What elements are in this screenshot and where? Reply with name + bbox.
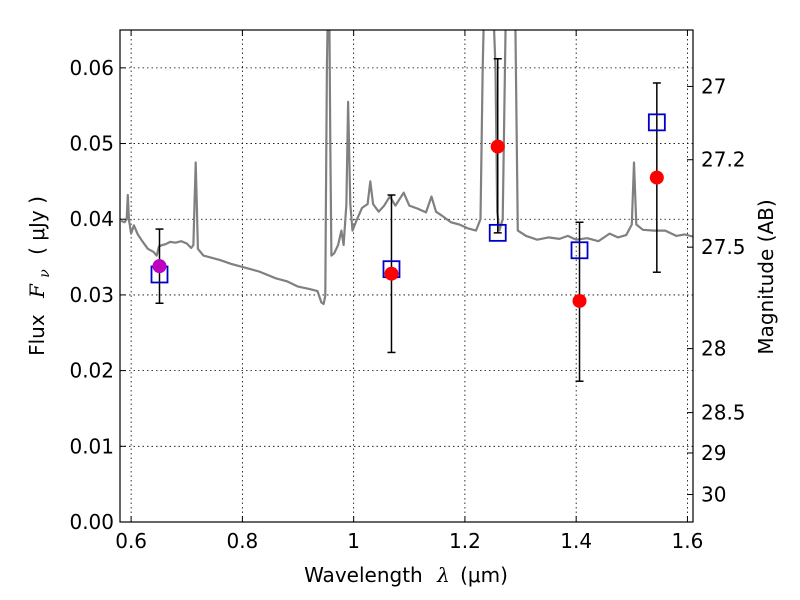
y-tick-label: 0.04 — [69, 207, 114, 231]
spectrum-line — [120, 30, 693, 306]
plot-frame — [119, 29, 694, 523]
y2-tick-label: 28.5 — [701, 401, 746, 425]
y-axis-title-prefix: Flux — [25, 314, 49, 356]
x-tick-label: 1 — [347, 529, 360, 553]
x-tick-label: 0.6 — [115, 529, 147, 553]
y2-tick-label: 27 — [701, 74, 726, 98]
x-tick-label: 1.6 — [672, 529, 704, 553]
x-axis-title-prefix: Wavelength — [304, 563, 423, 587]
x-tick-label: 1.2 — [449, 529, 481, 553]
y2-tick-label: 27.5 — [701, 235, 746, 259]
y2-tick-label: 30 — [701, 483, 726, 507]
observed-point-marker — [490, 139, 505, 154]
y-tick-label: 0.01 — [69, 434, 114, 458]
y-axis-title-symbol: F — [25, 283, 49, 299]
y-tick-label: 0.02 — [69, 359, 114, 383]
spectrum-series — [120, 30, 693, 306]
y2-tick-label: 29 — [701, 441, 726, 465]
model-square-marker — [488, 223, 507, 242]
grid — [120, 30, 693, 522]
axis-ticks: 0.6 0.8 1 1.2 1.4 1.6 0.00 0.01 0.02 0.03 0.04 0.05… — [69, 30, 746, 553]
model-square-marker — [570, 241, 589, 260]
y2-axis-title: Magnitude (AB) — [754, 199, 778, 354]
observed-point-marker — [152, 259, 167, 274]
y2-tick-label: 28 — [701, 337, 726, 361]
y-axis-title: Flux F ν ( μJy ) — [25, 196, 54, 356]
y-tick-label: 0.05 — [69, 132, 114, 156]
observed-point-marker — [649, 170, 664, 185]
y-tick-label: 0.03 — [69, 283, 114, 307]
y-tick-label: 0.06 — [69, 56, 114, 80]
x-axis-title-symbol: λ — [436, 563, 450, 587]
y-tick-label: 0.00 — [69, 510, 114, 534]
plot-background — [120, 30, 693, 522]
x-tick-label: 0.8 — [226, 529, 258, 553]
observed-point-marker — [572, 293, 587, 308]
x-axis-title: Wavelength λ (μm) — [304, 563, 508, 587]
y2-tick-label: 27.2 — [701, 148, 746, 172]
y-axis-title-subscript: ν — [37, 269, 53, 278]
photometry-series — [150, 58, 666, 382]
x-tick-label: 1.4 — [560, 529, 592, 553]
y-axis-title-unit: ( μJy ) — [25, 196, 49, 255]
x-axis-title-unit: (μm) — [460, 563, 508, 587]
model-square-marker — [647, 113, 666, 132]
observed-point-marker — [384, 266, 399, 281]
